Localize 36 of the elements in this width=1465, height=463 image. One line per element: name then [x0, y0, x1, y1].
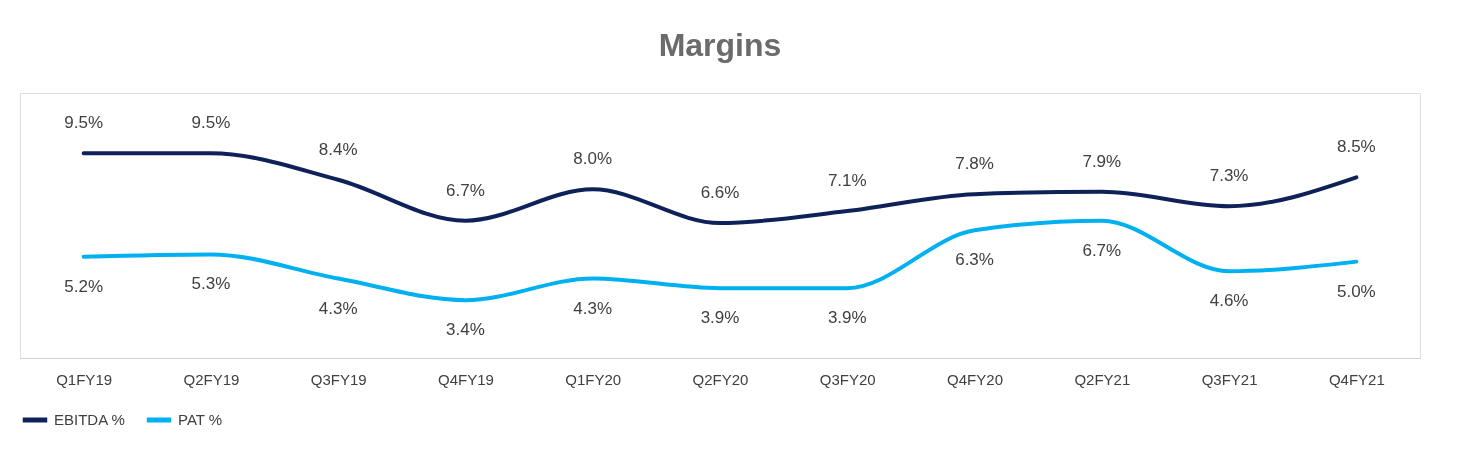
data-label: 9.5%: [64, 113, 104, 133]
data-label: 3.9%: [827, 308, 867, 328]
data-label: 8.0%: [573, 149, 613, 169]
x-tick-label: Q1FY20: [565, 370, 622, 388]
x-tick-label: Q2FY21: [1074, 370, 1131, 388]
data-label: 5.3%: [191, 274, 231, 294]
x-tick-label: Q1FY19: [56, 370, 113, 388]
data-label: 6.7%: [446, 180, 485, 200]
x-tick-label: Q2FY19: [183, 370, 240, 388]
x-tick-label: Q4FY20: [947, 370, 1003, 388]
x-tick-label: Q3FY21: [1201, 370, 1258, 388]
data-label: 6.7%: [1082, 240, 1122, 260]
data-label: 7.8%: [955, 154, 994, 174]
legend-label: PAT %: [178, 411, 223, 428]
data-label: 4.3%: [318, 298, 358, 318]
data-label: 7.3%: [1209, 166, 1249, 186]
x-tick-label: Q2FY20: [692, 370, 749, 388]
data-label: 6.6%: [700, 183, 740, 203]
data-label: 3.9%: [700, 308, 740, 328]
x-tick-label: Q4FY21: [1328, 370, 1385, 388]
data-label: 8.4%: [318, 139, 358, 159]
data-label: 8.5%: [1336, 137, 1376, 157]
legend-label: EBITDA %: [54, 411, 125, 428]
x-tick-label: Q3FY19: [310, 370, 367, 388]
x-tick-label: Q4FY19: [438, 370, 494, 388]
data-label: 3.4%: [446, 320, 485, 340]
chart-title: Margins: [658, 27, 782, 63]
data-label: 9.5%: [191, 113, 231, 133]
data-label: 6.3%: [955, 250, 994, 270]
x-tick-label: Q3FY20: [819, 370, 876, 388]
data-label: 4.3%: [573, 298, 613, 318]
data-label: 4.6%: [1209, 291, 1249, 311]
data-label: 7.1%: [827, 171, 867, 191]
data-label: 7.9%: [1082, 151, 1122, 171]
data-label: 5.0%: [1336, 281, 1376, 301]
data-label: 5.2%: [64, 276, 104, 296]
